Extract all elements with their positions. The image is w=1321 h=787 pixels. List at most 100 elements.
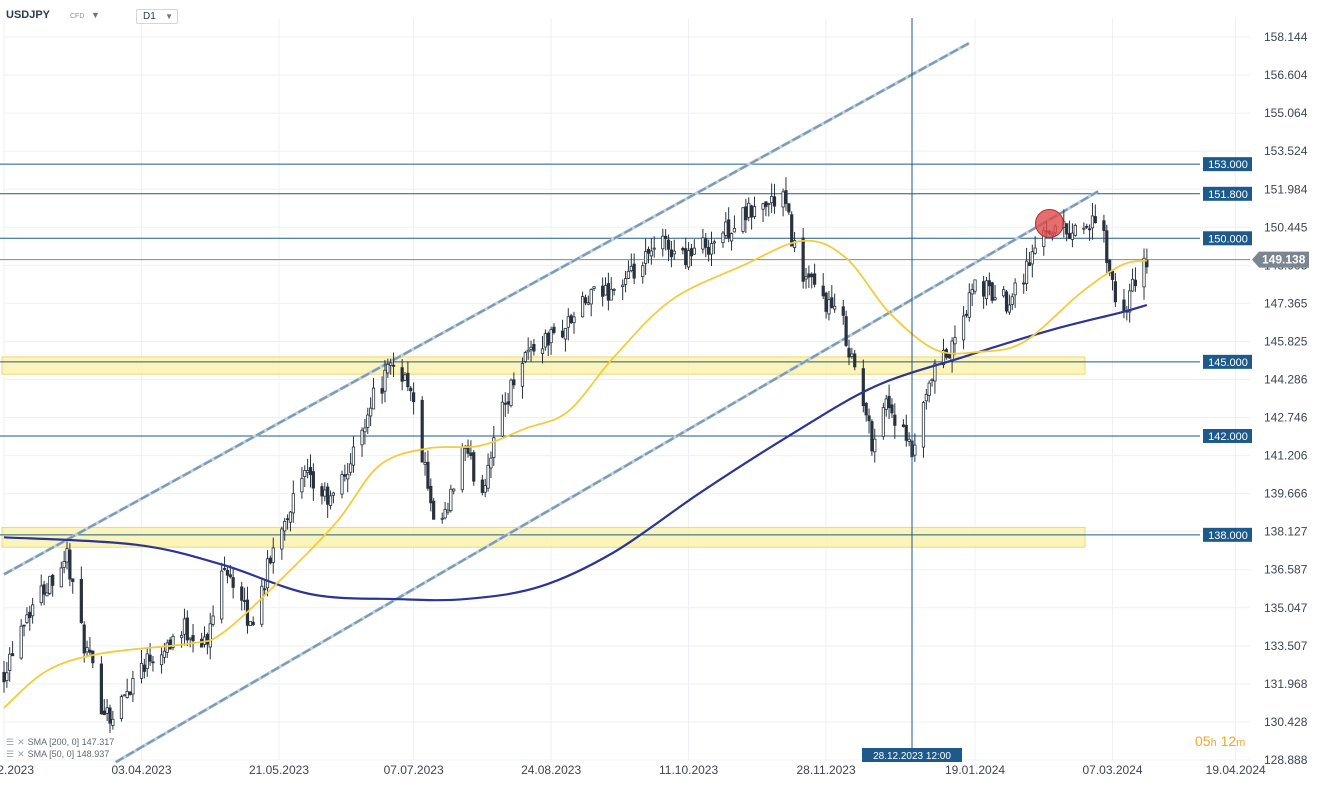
candle-body — [586, 302, 590, 305]
candle-body — [10, 653, 15, 657]
candle-body — [792, 240, 797, 249]
candle-body — [646, 248, 651, 254]
candle-body — [721, 232, 725, 243]
candle-body — [68, 549, 72, 580]
candle-body — [320, 486, 324, 497]
candle-body — [326, 486, 330, 505]
candle-body — [351, 446, 356, 466]
channel-line-dash — [115, 190, 1099, 764]
candle-body — [1024, 260, 1029, 285]
indicator-value: 147.317 — [81, 737, 115, 747]
candle-body — [904, 424, 908, 441]
settings-icon[interactable]: ☰ — [6, 737, 15, 747]
candle-body — [142, 664, 146, 672]
candle-body — [583, 297, 588, 304]
crosshair-date-label: 28.12.2023 12:00 — [873, 751, 951, 762]
candle-body — [283, 521, 287, 532]
candle-body — [870, 421, 874, 452]
candle-body — [426, 461, 430, 489]
date-tick-label: 19.01.2024 — [945, 763, 1005, 777]
level-label: 142.000 — [1208, 431, 1248, 443]
candle-body — [632, 263, 636, 279]
level-badge — [1203, 354, 1252, 369]
candle-body — [629, 265, 633, 272]
candle-body — [1133, 279, 1138, 287]
candle-body — [1022, 282, 1026, 285]
candle-body — [260, 585, 264, 625]
settings-icon[interactable]: ☰ — [6, 749, 15, 759]
candle-body — [403, 374, 407, 381]
price-tick-label: 130.428 — [1264, 715, 1308, 729]
candle-body — [727, 219, 731, 239]
candle-body — [2, 671, 6, 683]
sma50-line — [3, 239, 1148, 709]
candle-body — [1030, 251, 1034, 265]
candle-body — [371, 387, 376, 410]
candle-body — [1110, 270, 1115, 280]
candle-body — [1010, 296, 1014, 305]
candle-body — [280, 528, 284, 550]
candle-body — [348, 463, 353, 473]
indicator-sma200[interactable]: ☰ ✕ SMA [200, 0] 147.317 — [6, 737, 114, 748]
candle-body — [790, 214, 794, 247]
candle-body — [139, 663, 144, 679]
candle-body — [165, 642, 169, 653]
timeframe-selector[interactable]: D1 ▼ — [136, 9, 178, 24]
last-price-label: 149.138 — [1262, 253, 1306, 267]
candle-body — [804, 276, 808, 280]
candle-body — [99, 663, 103, 715]
candle-body — [669, 249, 673, 258]
candle-body — [709, 243, 714, 255]
candle-body — [386, 364, 390, 374]
candle-body — [263, 588, 267, 591]
price-tick-label: 138.127 — [1264, 525, 1308, 539]
candle-body — [601, 285, 605, 297]
candle-body — [460, 446, 464, 491]
countdown-hours: 05 — [1195, 733, 1211, 749]
candle-body — [1087, 228, 1092, 231]
candle-body — [807, 273, 811, 278]
candle-body — [446, 509, 450, 513]
chart-grid — [3, 18, 1250, 761]
candle-body — [243, 600, 247, 602]
candle-body — [964, 313, 969, 316]
crosshair-date-badge — [862, 748, 963, 762]
level-label: 151.800 — [1208, 189, 1248, 201]
candle-body — [409, 387, 413, 392]
indicator-sma50[interactable]: ☰ ✕ SMA [50, 0] 148.937 — [6, 749, 109, 760]
candle-body — [652, 247, 656, 250]
candle-body — [208, 623, 212, 648]
candle-body — [1113, 281, 1117, 303]
candle-body — [724, 221, 728, 236]
price-axis: 158.144 156.604 155.064 153.524 151.984 150.4… — [1252, 30, 1309, 767]
symbol-name[interactable]: USDJPY — [6, 9, 51, 21]
candle-body — [644, 251, 648, 264]
price-tick-label: 142.746 — [1264, 411, 1308, 425]
candle-body — [168, 639, 172, 650]
candle-body — [480, 479, 484, 493]
candle-body — [1122, 299, 1126, 312]
symbol-dropdown-icon[interactable]: ▼ — [91, 10, 100, 20]
candle-body — [884, 398, 888, 410]
close-icon[interactable]: ✕ — [17, 737, 25, 747]
candle-body — [188, 637, 192, 640]
candle-body — [606, 283, 610, 301]
support-zone — [1, 526, 1086, 548]
candle-body — [681, 247, 685, 251]
candle-body — [933, 363, 937, 382]
price-tick-label: 145.825 — [1264, 334, 1308, 348]
level-label: 145.000 — [1208, 357, 1248, 369]
candle-body — [1142, 257, 1146, 288]
close-icon[interactable]: ✕ — [17, 749, 25, 759]
candle-body — [1070, 232, 1075, 240]
candle-body — [420, 399, 424, 463]
price-tick-label: 151.984 — [1264, 182, 1308, 196]
date-tick-label: 21.05.2023 — [249, 763, 309, 777]
candle-body — [91, 650, 95, 664]
candle-body — [1007, 304, 1011, 313]
candle-body — [546, 332, 550, 346]
candle-body — [222, 568, 227, 570]
candle-body — [810, 273, 814, 278]
candle-body — [864, 402, 868, 416]
